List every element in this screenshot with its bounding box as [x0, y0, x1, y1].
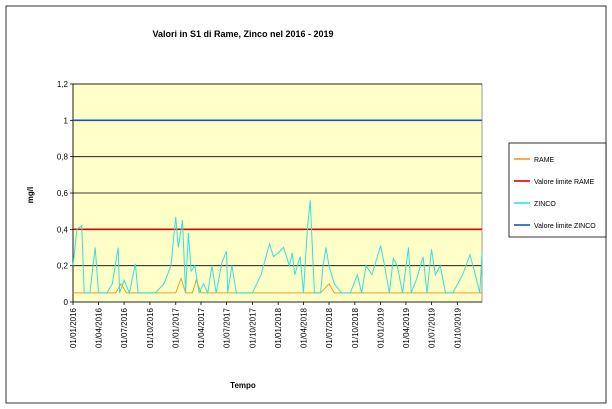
- x-tick-label: 01/01/2016: [69, 307, 78, 348]
- legend-label: ZINCO: [534, 201, 556, 208]
- x-tick-label: 01/07/2016: [120, 307, 129, 348]
- x-axis-label: Tempo: [230, 381, 256, 390]
- y-tick-label: 1,2: [57, 80, 69, 89]
- y-tick-label: 0,4: [57, 225, 69, 234]
- x-tick-label: 01/07/2018: [325, 307, 334, 348]
- x-tick-label: 01/10/2019: [453, 307, 462, 348]
- legend-label: RAME: [534, 157, 555, 164]
- x-tick-label: 01/10/2018: [351, 307, 360, 348]
- legend-label: Valore limite RAME: [534, 179, 594, 186]
- x-tick-label: 01/04/2019: [402, 307, 411, 348]
- y-tick-label: 0,2: [57, 262, 69, 271]
- y-tick-label: 0,8: [57, 153, 69, 162]
- x-tick-label: 01/04/2016: [95, 307, 104, 348]
- series-line: [72, 200, 483, 295]
- y-tick-label: 1: [64, 116, 69, 125]
- x-tick-label: 01/04/2018: [299, 307, 308, 348]
- chart-title: Valori in S1 di Rame, Zinco nel 2016 - 2…: [152, 29, 333, 39]
- x-tick-label: 01/07/2019: [427, 307, 436, 348]
- x-tick-label: 01/07/2017: [223, 307, 232, 348]
- x-tick-label: 01/01/2019: [377, 307, 386, 348]
- y-tick-label: 0,6: [57, 189, 69, 198]
- legend-label: Valore limite ZINCO: [534, 223, 596, 230]
- x-tick-label: 01/04/2017: [197, 307, 206, 348]
- y-tick-label: 0: [64, 298, 69, 307]
- x-tick-label: 01/10/2017: [248, 307, 257, 348]
- y-axis-label: mg/l: [26, 187, 35, 203]
- x-tick-label: 01/01/2017: [172, 307, 181, 348]
- x-tick-label: 01/01/2018: [274, 307, 283, 348]
- x-tick-label: 01/10/2016: [146, 307, 155, 348]
